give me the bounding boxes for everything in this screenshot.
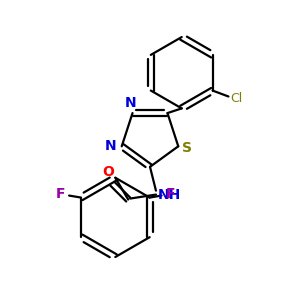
Text: N: N (105, 139, 117, 153)
Text: O: O (103, 165, 114, 179)
Text: N: N (125, 96, 136, 110)
Text: NH: NH (158, 188, 181, 202)
Text: S: S (182, 141, 192, 155)
Text: Cl: Cl (230, 92, 243, 105)
Text: F: F (166, 187, 175, 201)
Text: F: F (56, 187, 65, 201)
